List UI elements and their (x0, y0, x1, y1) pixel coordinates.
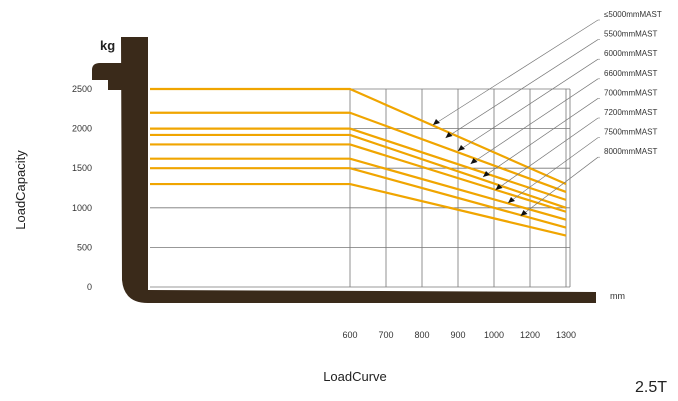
legend-label: 7500mmMAST (604, 128, 657, 137)
series-lines (150, 87, 567, 237)
legend-label: ≤5000mmMAST (604, 10, 662, 19)
x-tick-label: 600 (342, 330, 357, 340)
legend-arrowhead (433, 119, 440, 125)
legend-leader (482, 98, 599, 178)
legend-arrowhead (458, 145, 465, 151)
legend-arrowhead (520, 210, 528, 216)
series-line (150, 87, 567, 186)
legend-arrowhead (470, 158, 478, 164)
legend: ≤5000mmMAST 5500mmMAST 6000mmMAST 6600mmMAS… (432, 10, 662, 217)
fork-frame (92, 37, 596, 303)
y-unit-label: kg (100, 38, 115, 53)
legend-leader (495, 117, 599, 191)
series-line (150, 143, 567, 213)
y-tick-label: 1500 (72, 163, 92, 173)
legend-label: 6600mmMAST (604, 69, 657, 78)
legend-arrowhead (483, 171, 490, 177)
legend-leader (520, 156, 599, 217)
series-line (150, 133, 567, 209)
x-tick-label: 1300 (556, 330, 576, 340)
series-line (150, 167, 567, 229)
y-tick-label: 0 (87, 282, 92, 292)
x-tick-label: 800 (414, 330, 429, 340)
y-axis-title: LoadCapacity (13, 150, 28, 230)
y-tick-label: 2000 (72, 124, 92, 134)
legend-leader (445, 39, 599, 139)
y-tick-label: 1000 (72, 203, 92, 213)
series-line (150, 111, 567, 193)
legend-leader (432, 19, 599, 126)
legend-label: 8000mmMAST (604, 147, 657, 156)
y-tick-label: 2500 (72, 84, 92, 94)
series-line (150, 157, 567, 221)
fork-carriage (92, 63, 122, 90)
legend-leader (507, 137, 599, 204)
legend-leader (457, 58, 599, 152)
series-line (150, 127, 567, 201)
y-tick-label: 500 (77, 242, 92, 252)
x-tick-label: 1200 (520, 330, 540, 340)
series-line (150, 182, 567, 237)
legend-leader (470, 78, 599, 165)
legend-label: 7000mmMAST (604, 88, 657, 97)
x-tick-label: 900 (450, 330, 465, 340)
model-label: 2.5T (635, 379, 667, 396)
axis-labels: 0 500 1000 1500 2000 2500 600 700 800 900 1000 1200… (72, 84, 576, 340)
x-axis-title: LoadCurve (323, 369, 387, 384)
legend-arrowhead (508, 197, 515, 203)
legend-arrowhead (445, 132, 453, 138)
legend-label: 5500mmMAST (604, 30, 657, 39)
legend-label: 7200mmMAST (604, 108, 657, 117)
legend-label: 6000mmMAST (604, 49, 657, 58)
x-tick-label: 700 (378, 330, 393, 340)
x-tick-label: 1000 (484, 330, 504, 340)
x-unit-label: mm (610, 291, 625, 301)
legend-arrowhead (495, 184, 503, 190)
